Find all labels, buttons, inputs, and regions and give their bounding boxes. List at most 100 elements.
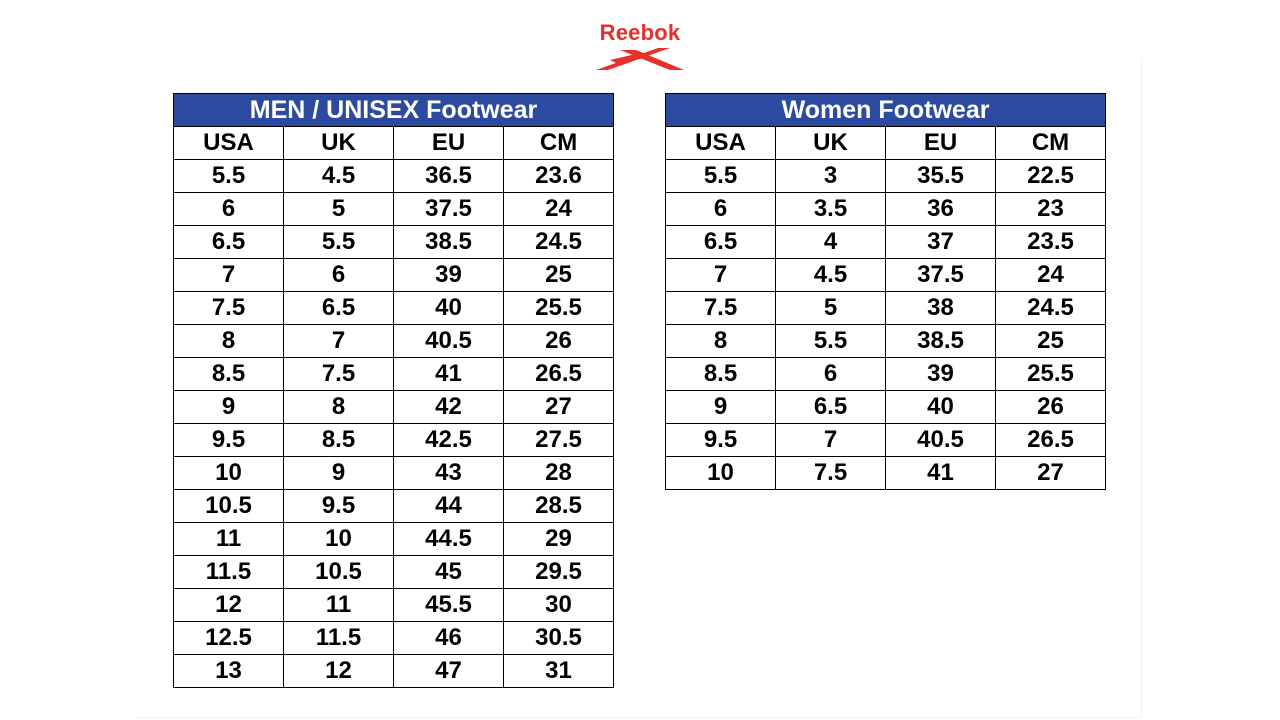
- table-row: 11 10 44.5 29: [173, 522, 615, 556]
- table-row: 8.5 7.5 41 26.5: [173, 357, 615, 391]
- size-cell-usa: 5.5: [665, 159, 776, 193]
- column-header-cm: CM: [994, 126, 1107, 160]
- size-cell-usa: 7: [665, 258, 776, 292]
- size-cell-usa: 7: [173, 258, 284, 292]
- table-row: 12 11 45.5 30: [173, 588, 615, 622]
- column-header-row: USA UK EU CM: [173, 126, 615, 160]
- men-table-body: USA UK EU CM 5.5 4.5 36.5 23.6 6 5 37.5 24 6.5 5.5 38.…: [173, 126, 615, 688]
- size-cell-cm: 28: [502, 456, 615, 490]
- size-cell-usa: 10.5: [173, 489, 284, 523]
- size-cell-usa: 5.5: [173, 159, 284, 193]
- size-cell-cm: 25.5: [994, 357, 1107, 391]
- women-size-table: Women Footwear USA UK EU CM 5.5 3 35.5 22.5 6 3.5…: [664, 93, 1107, 490]
- size-cell-eu: 40: [885, 390, 996, 424]
- size-cell-usa: 6: [173, 192, 284, 226]
- size-cell-cm: 23.6: [502, 159, 615, 193]
- size-cell-cm: 22.5: [994, 159, 1107, 193]
- table-row: 13 12 47 31: [173, 654, 615, 688]
- size-cell-cm: 26: [994, 390, 1107, 424]
- size-cell-eu: 35.5: [885, 159, 996, 193]
- men-table-title: MEN / UNISEX Footwear: [172, 93, 615, 127]
- table-row: 6 3.5 36 23: [665, 192, 1107, 226]
- size-cell-uk: 4.5: [775, 258, 886, 292]
- size-cell-eu: 37: [885, 225, 996, 259]
- table-row: 7 6 39 25: [173, 258, 615, 292]
- size-cell-usa: 9: [173, 390, 284, 424]
- size-cell-usa: 12.5: [173, 621, 284, 655]
- size-cell-eu: 42.5: [393, 423, 504, 457]
- size-cell-uk: 4: [775, 225, 886, 259]
- size-cell-uk: 6.5: [775, 390, 886, 424]
- size-cell-usa: 7.5: [173, 291, 284, 325]
- logo-wordmark: Reebok: [599, 20, 681, 45]
- size-cell-usa: 9.5: [173, 423, 284, 457]
- size-cell-uk: 6: [775, 357, 886, 391]
- page-panel: [138, 58, 1142, 718]
- size-cell-usa: 6.5: [665, 225, 776, 259]
- size-cell-uk: 6.5: [283, 291, 394, 325]
- size-cell-eu: 42: [393, 390, 504, 424]
- column-header-usa: USA: [665, 126, 776, 160]
- table-row: 7.5 5 38 24.5: [665, 291, 1107, 325]
- size-cell-eu: 37.5: [393, 192, 504, 226]
- size-cell-cm: 25.5: [502, 291, 615, 325]
- size-cell-cm: 27.5: [502, 423, 615, 457]
- size-cell-uk: 11: [283, 588, 394, 622]
- reebok-logo: Reebok: [588, 20, 692, 74]
- size-cell-eu: 37.5: [885, 258, 996, 292]
- table-row: 8 5.5 38.5 25: [665, 324, 1107, 358]
- size-cell-eu: 43: [393, 456, 504, 490]
- size-cell-uk: 9: [283, 456, 394, 490]
- table-row: 5.5 3 35.5 22.5: [665, 159, 1107, 193]
- size-cell-uk: 7: [283, 324, 394, 358]
- table-row: 9.5 8.5 42.5 27.5: [173, 423, 615, 457]
- size-cell-uk: 10: [283, 522, 394, 556]
- size-cell-eu: 41: [393, 357, 504, 391]
- women-table-title: Women Footwear: [664, 93, 1107, 127]
- size-cell-eu: 47: [393, 654, 504, 688]
- size-cell-uk: 7.5: [283, 357, 394, 391]
- size-cell-eu: 36: [885, 192, 996, 226]
- table-row: 7 4.5 37.5 24: [665, 258, 1107, 292]
- table-row: 11.5 10.5 45 29.5: [173, 555, 615, 589]
- size-cell-cm: 23.5: [994, 225, 1107, 259]
- size-cell-cm: 30: [502, 588, 615, 622]
- size-cell-cm: 27: [502, 390, 615, 424]
- column-header-eu: EU: [885, 126, 996, 160]
- column-header-row: USA UK EU CM: [665, 126, 1107, 160]
- size-cell-usa: 12: [173, 588, 284, 622]
- size-cell-eu: 41: [885, 456, 996, 490]
- size-cell-eu: 40.5: [885, 423, 996, 457]
- size-cell-usa: 8.5: [665, 357, 776, 391]
- table-row: 10 7.5 41 27: [665, 456, 1107, 490]
- men-size-table: MEN / UNISEX Footwear USA UK EU CM 5.5 4.5 36.…: [172, 93, 615, 688]
- size-cell-eu: 38: [885, 291, 996, 325]
- column-header-uk: UK: [775, 126, 886, 160]
- women-table-body: USA UK EU CM 5.5 3 35.5 22.5 6 3.5 36 23 6.5 4 37 23.5 7…: [665, 126, 1107, 490]
- size-cell-cm: 29.5: [502, 555, 615, 589]
- size-cell-cm: 25: [994, 324, 1107, 358]
- table-row: 9.5 7 40.5 26.5: [665, 423, 1107, 457]
- size-cell-cm: 28.5: [502, 489, 615, 523]
- table-row: 8 7 40.5 26: [173, 324, 615, 358]
- reebok-vector-icon: [596, 48, 684, 70]
- table-row: 8.5 6 39 25.5: [665, 357, 1107, 391]
- size-cell-cm: 23: [994, 192, 1107, 226]
- column-header-cm: CM: [502, 126, 615, 160]
- column-header-usa: USA: [173, 126, 284, 160]
- size-cell-usa: 6.5: [173, 225, 284, 259]
- size-cell-usa: 6: [665, 192, 776, 226]
- size-cell-uk: 7: [775, 423, 886, 457]
- size-cell-usa: 10: [665, 456, 776, 490]
- size-cell-usa: 11: [173, 522, 284, 556]
- size-cell-eu: 46: [393, 621, 504, 655]
- size-cell-usa: 8.5: [173, 357, 284, 391]
- size-cell-eu: 40.5: [393, 324, 504, 358]
- size-cell-eu: 40: [393, 291, 504, 325]
- column-header-uk: UK: [283, 126, 394, 160]
- size-cell-uk: 11.5: [283, 621, 394, 655]
- size-cell-uk: 8.5: [283, 423, 394, 457]
- size-cell-eu: 38.5: [885, 324, 996, 358]
- size-cell-uk: 5.5: [283, 225, 394, 259]
- size-cell-cm: 25: [502, 258, 615, 292]
